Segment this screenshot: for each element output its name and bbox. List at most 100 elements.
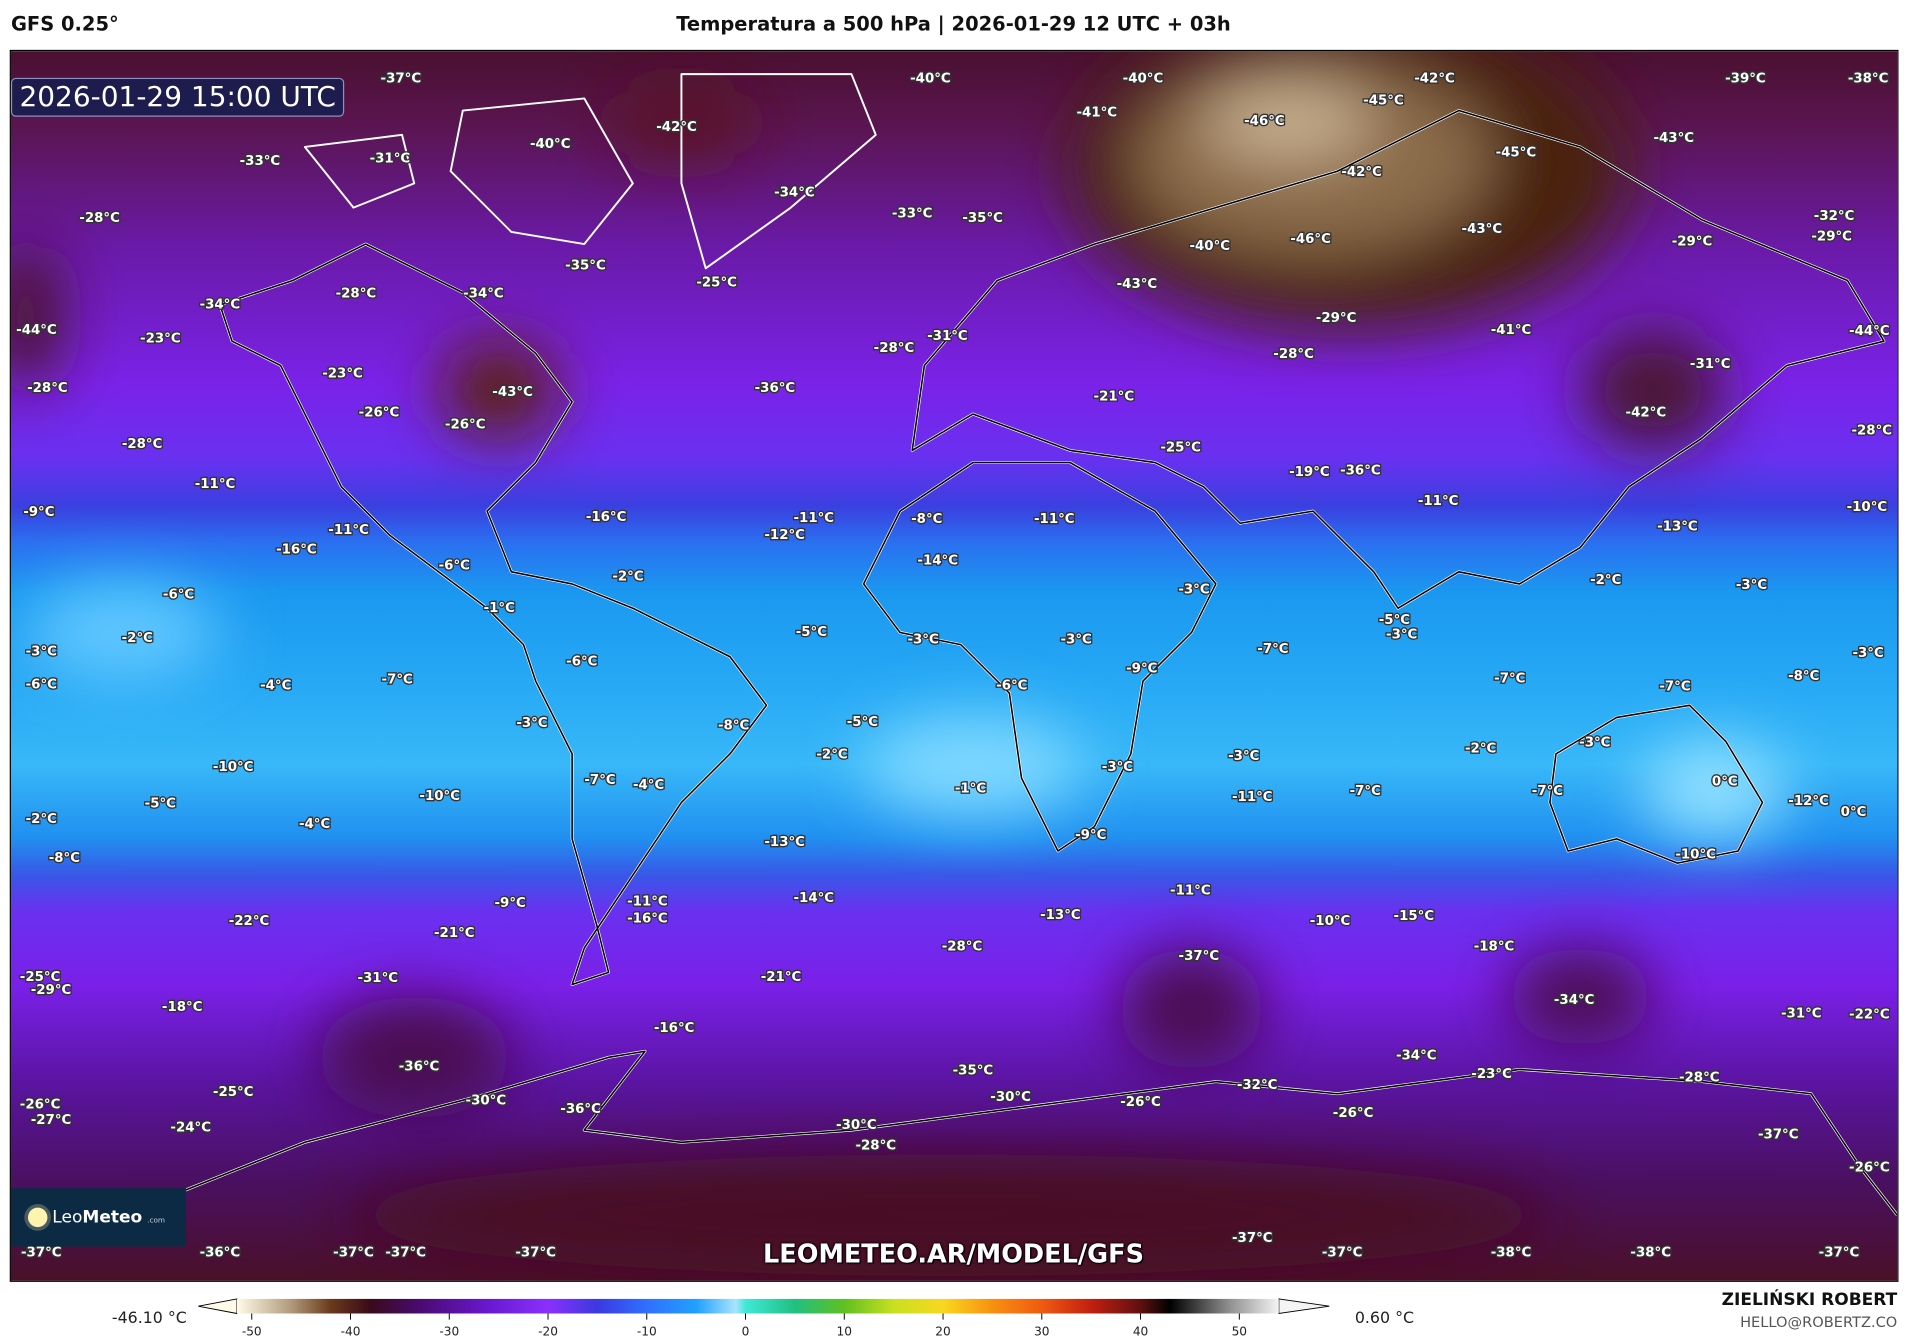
- temperature-label: -26°C: [1333, 1106, 1374, 1121]
- temperature-label: -2°C: [1465, 742, 1496, 757]
- temperature-label: -22°C: [229, 914, 270, 929]
- temperature-label: -4°C: [260, 679, 291, 694]
- colorbar-tick-label: -30: [439, 1324, 459, 1338]
- temperature-label: -6°C: [566, 654, 597, 669]
- temperature-label: -9°C: [1075, 828, 1106, 843]
- temperature-label: -42°C: [1341, 165, 1382, 180]
- temperature-label: -34°C: [463, 286, 504, 301]
- temperature-label: -13°C: [764, 835, 805, 850]
- temperature-label: -28°C: [855, 1139, 896, 1154]
- temperature-label: -3°C: [907, 632, 938, 647]
- temperature-label: -13°C: [1657, 520, 1698, 535]
- leometeo-logo[interactable]: LeoMeteo .com: [10, 1188, 187, 1247]
- temperature-label: -10°C: [213, 760, 254, 775]
- temperature-label: -13°C: [1040, 908, 1081, 923]
- temperature-label: -31°C: [1781, 1006, 1822, 1021]
- temperature-label: -3°C: [1102, 760, 1133, 775]
- temperature-label: -9°C: [1126, 662, 1157, 677]
- temperature-label: -21°C: [434, 926, 475, 941]
- temperature-label: -7°C: [382, 672, 413, 687]
- temperature-label: -42°C: [656, 120, 697, 135]
- temperature-label: -11°C: [1418, 494, 1459, 509]
- max-value: 0.60 °C: [1354, 1309, 1415, 1329]
- temperature-label: -30°C: [990, 1090, 1031, 1105]
- temperature-label: -45°C: [1363, 93, 1404, 108]
- temperature-label: -28°C: [27, 381, 68, 396]
- temperature-label: -37°C: [1179, 949, 1220, 964]
- temperature-label: -28°C: [1273, 347, 1314, 362]
- temperature-label: -46°C: [1290, 232, 1331, 247]
- temperature-label: -40°C: [910, 72, 951, 87]
- temperature-label: -3°C: [1852, 646, 1883, 661]
- temperature-label: -18°C: [1474, 940, 1515, 955]
- temperature-label: -11°C: [195, 477, 236, 492]
- temperature-label: -6°C: [439, 558, 470, 573]
- coastlines: [13, 73, 1898, 1217]
- temperature-label: -15°C: [1394, 909, 1435, 924]
- temperature-label: -29°C: [1811, 229, 1852, 244]
- temperature-label: -28°C: [874, 341, 915, 356]
- temperature-label: -21°C: [1094, 390, 1135, 405]
- temperature-label: -22°C: [1849, 1007, 1890, 1022]
- temperature-label: -35°C: [962, 211, 1003, 226]
- temperature-label: -31°C: [1690, 357, 1731, 372]
- author-email: HELLO@ROBERTZ.CO: [1740, 1313, 1898, 1331]
- temperature-label: -7°C: [1659, 680, 1690, 695]
- temperature-label: -3°C: [1579, 736, 1610, 751]
- temperature-label: -7°C: [1257, 642, 1288, 657]
- temperature-label: -1°C: [955, 782, 986, 797]
- temperature-label: -6°C: [26, 677, 57, 692]
- temperature-label: -40°C: [530, 137, 571, 152]
- watermark-url: LEOMETEO.AR/MODEL/GFS: [763, 1239, 1144, 1269]
- model-name: GFS 0.25°: [10, 12, 119, 36]
- temperature-label: -36°C: [200, 1245, 241, 1260]
- temperature-label: -37°C: [515, 1245, 556, 1260]
- temperature-label: -37°C: [1232, 1231, 1273, 1246]
- temperature-label: -23°C: [140, 331, 181, 346]
- temperature-label: -11°C: [328, 523, 369, 538]
- temperature-label: -16°C: [654, 1021, 695, 1036]
- temperature-label: -8°C: [1788, 669, 1819, 684]
- temperature-label: -8°C: [718, 719, 749, 734]
- temperature-label: -39°C: [1725, 72, 1766, 87]
- temperature-label: -12°C: [764, 528, 805, 543]
- temperature-label: -4°C: [299, 817, 330, 832]
- temperature-map[interactable]: -37°C -40°C -40°C -42°C -39°C -38°C -42°C -41°C…: [9, 49, 1899, 1282]
- temperature-label: -33°C: [892, 206, 933, 221]
- temperature-label: -28°C: [942, 940, 983, 955]
- temperature-label: -12°C: [1788, 794, 1829, 809]
- colorbar-tick-label: -50: [242, 1324, 262, 1338]
- temperature-label: -11°C: [1034, 512, 1075, 527]
- temperature-label: -5°C: [1379, 613, 1410, 628]
- temperature-label: -31°C: [370, 152, 411, 167]
- temperature-label: -37°C: [1819, 1245, 1860, 1260]
- temperature-label: -7°C: [1532, 784, 1563, 799]
- temperature-label: -21°C: [761, 970, 802, 985]
- map-title: Temperatura a 500 hPa | 2026-01-29 12 UT…: [676, 12, 1231, 36]
- temperature-label: -10°C: [1847, 500, 1888, 515]
- colorbar-tick-label: -10: [637, 1324, 657, 1338]
- temperature-label: -38°C: [1491, 1245, 1532, 1260]
- temperature-label: -31°C: [927, 329, 968, 344]
- temperature-label: -2°C: [26, 812, 57, 827]
- temperature-label: -29°C: [31, 983, 72, 998]
- temperature-label: -23°C: [1471, 1067, 1512, 1082]
- temperature-label: -3°C: [1228, 749, 1259, 764]
- temperature-label: -2°C: [1590, 573, 1621, 588]
- temperature-label: -46°C: [1244, 114, 1285, 129]
- temperature-label: -8°C: [911, 512, 942, 527]
- temperature-label: -41°C: [1491, 323, 1532, 338]
- temperature-label: -43°C: [1462, 222, 1503, 237]
- temperature-label: -34°C: [1554, 993, 1595, 1008]
- temperature-label: -37°C: [1758, 1128, 1799, 1143]
- temperature-label: -7°C: [1494, 671, 1525, 686]
- temperature-label: -36°C: [399, 1060, 440, 1075]
- temperature-label: -5°C: [796, 625, 827, 640]
- temperature-label: -3°C: [516, 716, 547, 731]
- temperature-label: -25°C: [696, 276, 737, 291]
- temperature-label: -32°C: [1237, 1078, 1278, 1093]
- colorbar-gradient: [236, 1298, 1279, 1314]
- temperature-label: -6°C: [163, 588, 194, 603]
- temperature-labels: -37°C -40°C -40°C -42°C -39°C -38°C -42°C -41°C…: [15, 70, 1894, 1261]
- temperature-label: -36°C: [1340, 464, 1381, 479]
